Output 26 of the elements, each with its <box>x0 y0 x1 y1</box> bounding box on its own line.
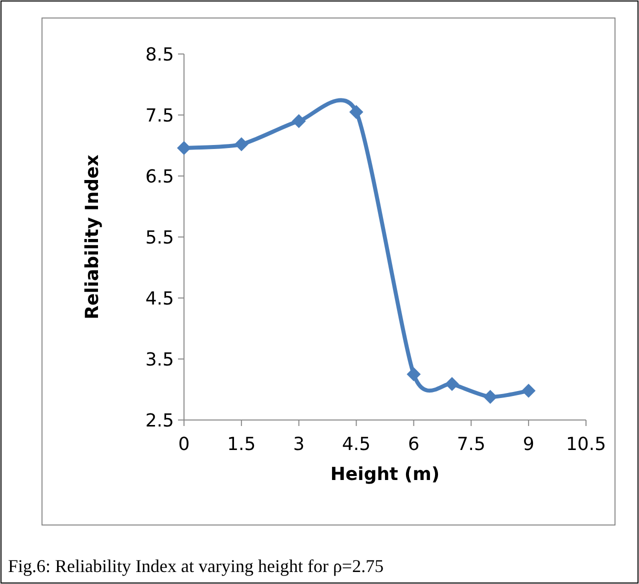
y-tick-label: 4.5 <box>145 288 174 310</box>
x-tick-label: 1.5 <box>227 434 256 455</box>
y-tick-label: 2.5 <box>145 410 174 432</box>
point <box>292 114 306 128</box>
y-tick-label: 6.5 <box>145 166 174 188</box>
point <box>177 140 191 155</box>
y-tick-label: 3.5 <box>145 349 174 370</box>
point <box>349 104 364 119</box>
point <box>445 377 459 392</box>
caption: Fig.6: Reliability Index at varying height for ρ=2.75 <box>8 556 384 576</box>
x-axis-title: Height (m) <box>330 464 440 485</box>
point <box>234 137 248 152</box>
y-tick-label: 7.5 <box>145 105 174 126</box>
y-tick-label: 8.5 <box>145 44 174 66</box>
y-axis-title: Reliability Index <box>82 154 103 320</box>
x-tick-label: 6 <box>408 434 420 455</box>
y-tick-label: 5.5 <box>145 227 174 248</box>
x-tick-label: 3 <box>293 434 305 455</box>
point <box>406 367 421 382</box>
point <box>522 384 536 398</box>
x-tick-label: 7.5 <box>456 434 486 455</box>
x-tick-label: 10.5 <box>566 434 606 455</box>
point <box>483 390 498 404</box>
x-tick-label: 4.5 <box>342 434 371 455</box>
x-tick-label: 0 <box>178 434 190 455</box>
x-tick-label: 9 <box>522 434 534 455</box>
